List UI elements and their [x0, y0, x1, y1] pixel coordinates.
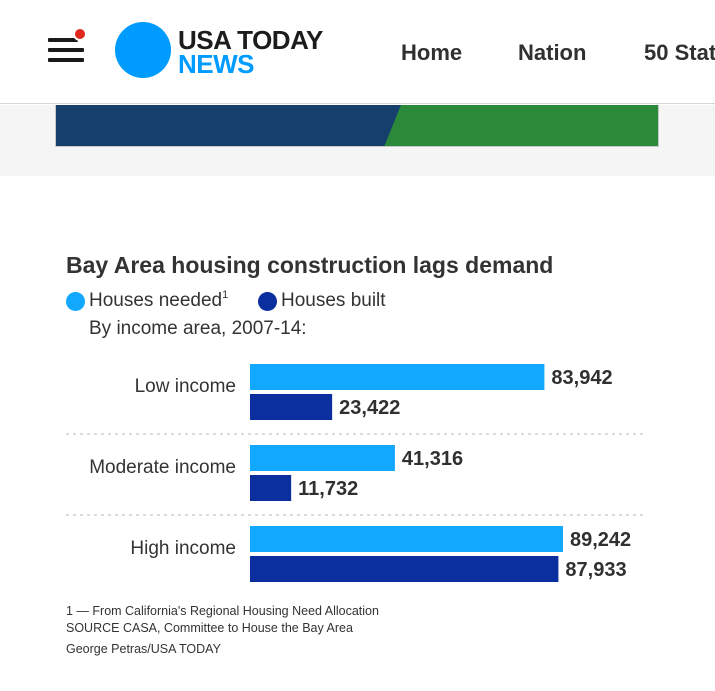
ad-banner[interactable] [55, 105, 659, 147]
footnote-credit: George Petras/USA TODAY [66, 642, 221, 656]
bar-houses-built [250, 394, 333, 420]
legend-needed-label: Houses needed [89, 290, 223, 311]
data-label: 87,933 [565, 559, 626, 581]
data-label: 83,942 [551, 367, 612, 389]
footnote-1: 1 — From California's Regional Housing N… [66, 604, 379, 618]
data-label: 41,316 [402, 448, 463, 470]
footnote-source: SOURCE CASA, Committee to House the Bay … [66, 621, 353, 635]
bar-chart: Low income 83,942 23,422 Moderate income 41,… [66, 364, 645, 582]
menu-button[interactable] [48, 27, 87, 66]
bar-houses-built [250, 556, 559, 582]
bar-houses-needed [250, 364, 545, 390]
usa-today-logo[interactable]: USA TODAY NEWS [115, 22, 345, 80]
category-label: Low income [135, 376, 236, 397]
data-label: 23,422 [339, 397, 400, 419]
legend-built-label: Houses built [281, 290, 386, 311]
nav-50-states[interactable]: 50 States [644, 40, 715, 65]
category-label: Moderate income [89, 457, 236, 478]
category-label: High income [130, 538, 236, 559]
legend-needed-footnote-mark: 1 [222, 289, 229, 301]
nav-nation[interactable]: Nation [518, 40, 587, 65]
hamburger-icon-bar [48, 48, 84, 52]
data-label: 89,242 [570, 529, 631, 551]
bar-houses-built [250, 475, 292, 501]
bar-houses-needed [250, 526, 563, 552]
logo-circle-icon [115, 22, 171, 78]
notification-dot-icon [73, 27, 87, 41]
bar-houses-needed [250, 445, 395, 471]
logo-line2: NEWS [178, 49, 255, 79]
data-label: 11,732 [298, 478, 358, 500]
site-header: USA TODAY NEWS Home Nation 50 States [0, 0, 715, 104]
logo-line1: USA TODAY [178, 25, 323, 55]
legend-needed-swatch [66, 292, 85, 311]
ad-green-shape [384, 105, 658, 146]
chart-subtitle: By income area, 2007-14: [89, 318, 307, 339]
hamburger-icon-bar [48, 58, 84, 62]
hamburger-icon [48, 38, 78, 42]
nav-home[interactable]: Home [401, 40, 463, 65]
chart-title: Bay Area housing construction lags deman… [66, 252, 554, 278]
legend-built-swatch [258, 292, 277, 311]
